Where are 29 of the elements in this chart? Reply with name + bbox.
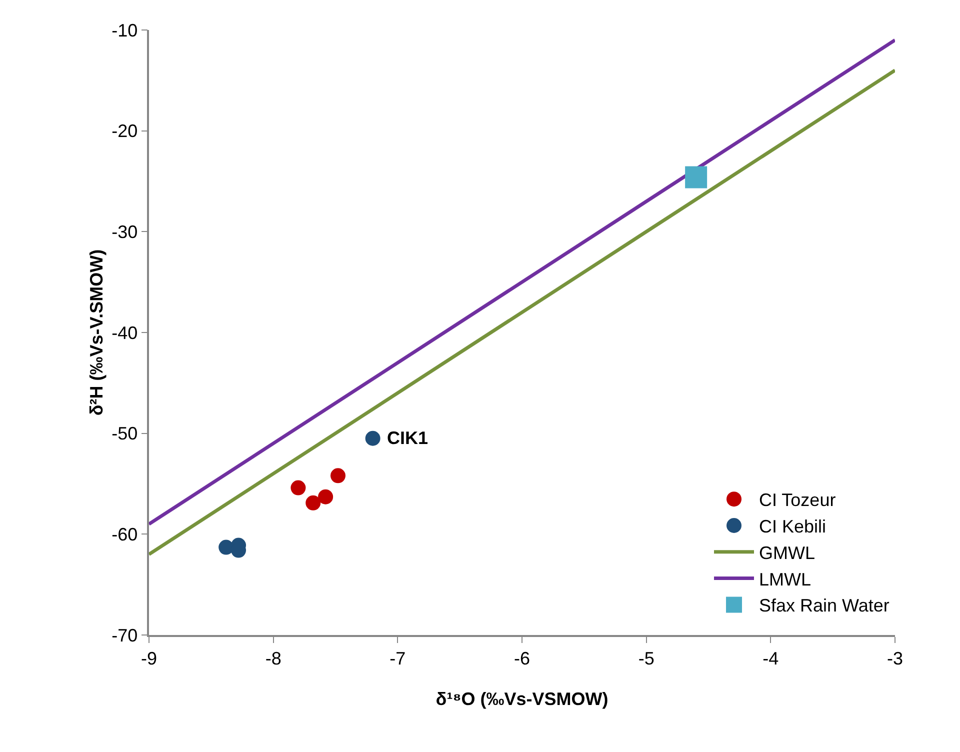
y-tick-label: -70	[112, 625, 138, 646]
x-tick-label: -9	[140, 648, 158, 668]
y-tick-label: -10	[112, 20, 138, 40]
legend-label: LMWL	[759, 569, 812, 590]
x-tick-label: -4	[762, 648, 779, 668]
point	[218, 540, 234, 555]
legend-label: CI Kebili	[759, 516, 826, 537]
x-tick-label: -6	[514, 648, 530, 668]
point	[685, 166, 708, 188]
point	[290, 480, 306, 496]
legend-label: Sfax Rain Water	[759, 596, 890, 616]
x-tick-label: -5	[638, 648, 654, 668]
x-tick-label: -8	[265, 648, 282, 668]
x-tick-label: -3	[886, 648, 904, 668]
y-tick-label: -30	[112, 222, 138, 242]
x-tick-label: -7	[390, 648, 406, 668]
legend-label: CI Tozeur	[759, 490, 836, 510]
y-axis-title: δ²H (‰Vs-V.SMOW)	[86, 249, 106, 416]
y-tick-label: -20	[112, 121, 138, 142]
y-tick-label: -60	[112, 524, 138, 544]
legend-label: GMWL	[759, 542, 815, 563]
point	[330, 468, 346, 484]
x-axis-title: δ¹⁸O (‰Vs-VSMOW)	[436, 688, 608, 709]
point	[365, 430, 380, 446]
point	[318, 489, 334, 504]
point	[306, 495, 321, 510]
annotation: CIK1	[387, 428, 428, 448]
y-tick-label: -40	[112, 322, 138, 343]
y-tick-label: -50	[112, 424, 138, 444]
